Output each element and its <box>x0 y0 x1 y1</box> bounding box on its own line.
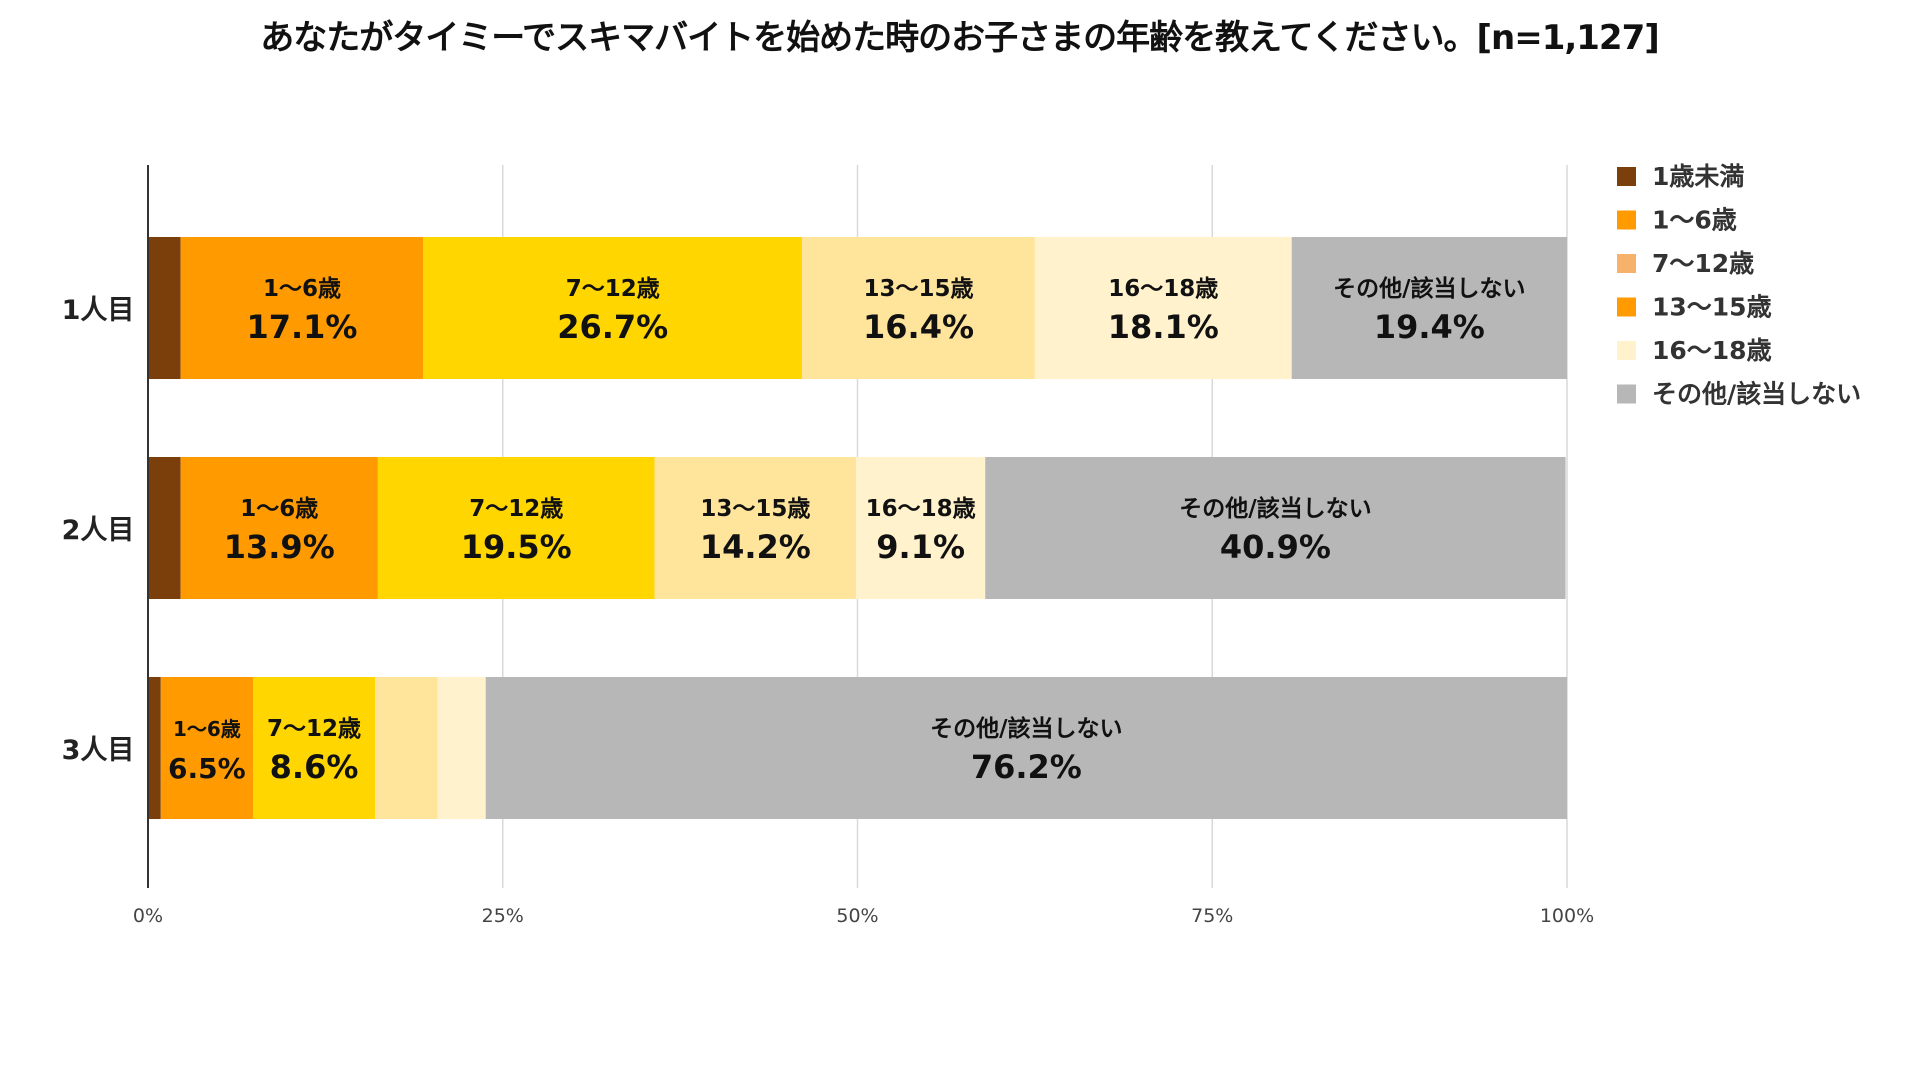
bar-row1-series1 <box>148 237 181 379</box>
data-label-row1-series4: 16.4% <box>863 308 974 346</box>
chart-title: あなたがタイミーでスキマバイトを始めた時のお子さまの年齢を教えてください。[n=… <box>260 18 1660 58</box>
segment-name-row3-series6: その他/該当しない <box>930 715 1122 742</box>
bar-row1-series5 <box>1034 237 1292 379</box>
legend-swatch-6 <box>1617 384 1636 404</box>
axes: 0% 25% 50% 75% 100% 1人目 2人目 3人目 <box>62 165 1594 927</box>
bar-row2-series4 <box>654 457 857 599</box>
data-label-row1-series3: 26.7% <box>557 308 668 346</box>
data-label-row2-series5: 9.1% <box>876 528 965 566</box>
legend-label-6: その他/該当しない <box>1652 380 1861 409</box>
x-tick-label-75: 75% <box>1191 905 1233 927</box>
bar-row2-series2 <box>180 457 378 599</box>
data-labels: 1〜6歳 17.1% 7〜12歳 26.7% 13〜15歳 16.4% 16〜18歳 18.1… <box>168 275 1525 786</box>
legend-swatch-5 <box>1617 341 1636 360</box>
bar-row2-series6 <box>985 457 1566 599</box>
legend-label-4: 13〜15歳 <box>1652 293 1772 322</box>
bar-row1-series2 <box>180 237 424 379</box>
segment-name-row3-series3: 7〜12歳 <box>267 716 361 742</box>
data-label-row2-series4: 14.2% <box>700 528 811 566</box>
bar-row1-series3 <box>423 237 803 379</box>
data-label-row2-series6: 40.9% <box>1220 528 1331 566</box>
bar-row3-series1 <box>148 677 161 819</box>
bar-row1-series4 <box>802 237 1035 379</box>
segment-name-row1-series4: 13〜15歳 <box>864 276 974 302</box>
category-label-2: 2人目 <box>62 515 135 546</box>
legend-swatch-2 <box>1617 210 1636 230</box>
data-label-row3-series3: 8.6% <box>270 748 359 786</box>
segment-name-row3-series2: 1〜6歳 <box>173 717 241 741</box>
segment-name-row2-series4: 13〜15歳 <box>700 496 810 522</box>
bar-row3-series6 <box>485 677 1568 819</box>
data-label-row1-series5: 18.1% <box>1108 308 1219 346</box>
x-tick-label-0: 0% <box>133 905 163 927</box>
bar-row2-series5 <box>856 457 986 599</box>
legend-label-5: 16〜18歳 <box>1652 336 1772 365</box>
segment-name-row2-series5: 16〜18歳 <box>866 496 976 522</box>
legend-swatch-4 <box>1617 297 1636 317</box>
segment-name-row1-series3: 7〜12歳 <box>566 276 660 302</box>
data-label-row1-series6: 19.4% <box>1374 308 1485 346</box>
bar-row1-series6 <box>1291 237 1567 379</box>
segment-name-row2-series6: その他/該当しない <box>1179 495 1371 522</box>
bar-segments <box>148 237 1568 819</box>
segment-name-row2-series3: 7〜12歳 <box>469 496 563 522</box>
legend-swatch-3 <box>1617 254 1636 273</box>
category-label-1: 1人目 <box>62 295 135 326</box>
segment-name-row1-series6: その他/該当しない <box>1333 275 1525 302</box>
data-label-row3-series6: 76.2% <box>971 748 1082 786</box>
x-tick-label-50: 50% <box>836 905 878 927</box>
legend-label-2: 1〜6歳 <box>1652 206 1737 235</box>
segment-name-row1-series5: 16〜18歳 <box>1108 276 1218 302</box>
data-label-row2-series2: 13.9% <box>224 528 335 566</box>
legend-label-1: 1歳未満 <box>1652 162 1744 191</box>
bar-row2-series1 <box>148 457 181 599</box>
bar-row3-series2 <box>160 677 254 819</box>
legend-label-3: 7〜12歳 <box>1652 249 1754 278</box>
segment-name-row2-series2: 1〜6歳 <box>240 496 318 522</box>
segment-name-row1-series2: 1〜6歳 <box>263 276 341 302</box>
bar-row3-series3 <box>253 677 376 819</box>
bar-row2-series3 <box>377 457 655 599</box>
x-tick-label-25: 25% <box>482 905 524 927</box>
category-label-3: 3人目 <box>62 735 135 766</box>
data-label-row1-series2: 17.1% <box>246 308 357 346</box>
data-label-row3-series2: 6.5% <box>168 752 246 785</box>
x-tick-label-100: 100% <box>1540 905 1594 927</box>
bar-row3-series5 <box>437 677 486 819</box>
legend-swatch-1 <box>1617 167 1636 186</box>
bar-row3-series4 <box>375 677 438 819</box>
data-label-row2-series3: 19.5% <box>461 528 572 566</box>
